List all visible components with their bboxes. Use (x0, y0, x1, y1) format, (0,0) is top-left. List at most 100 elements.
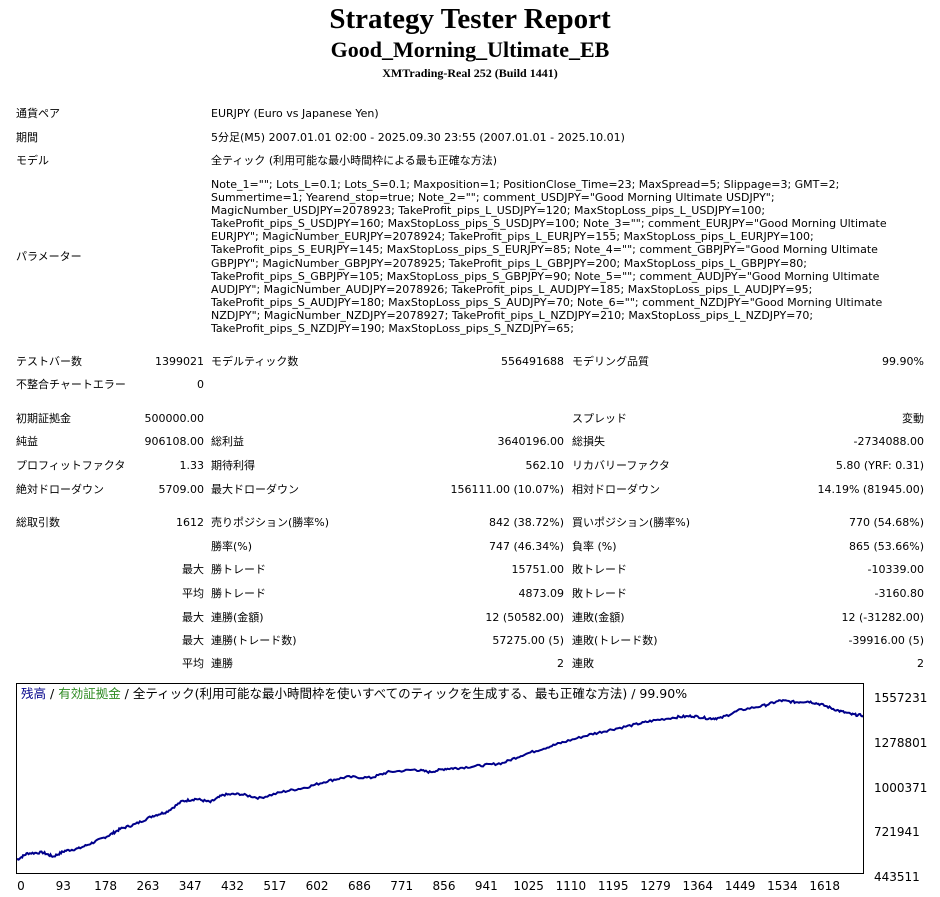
model-value: 全ティック (利用可能な最小時間枠による最も正確な方法) (211, 154, 498, 167)
x-tick-label: 1364 (682, 879, 714, 893)
chart-plot (17, 699, 863, 861)
x-tick-label: 178 (94, 879, 118, 893)
mismatch-label: 不整合チャートエラー (16, 378, 126, 391)
symbol-label: 通貨ペア (16, 107, 60, 120)
recovery-value: 5.80 (YRF: 0.31) (835, 459, 924, 472)
x-tick-label: 517 (263, 879, 287, 893)
x-tick-label: 941 (474, 879, 498, 893)
bars-value: 1399021 (155, 355, 204, 368)
short-label: 売りポジション(勝率%) (211, 516, 330, 529)
deposit-label: 初期証拠金 (16, 412, 71, 425)
x-tick-label: 1025 (513, 879, 544, 893)
cons-cnt-prefix: 最大 (182, 634, 204, 647)
legend-sep-2: / (120, 686, 133, 701)
model-label: モデル (16, 154, 49, 167)
x-tick-label: 93 (55, 879, 71, 893)
quality-label: モデリング品質 (572, 355, 649, 368)
spread-label: スプレッド (572, 412, 627, 425)
max-win-label: 勝トレード (211, 563, 266, 576)
ticks-value: 556491688 (501, 355, 564, 368)
avg-win-label: 勝トレード (211, 587, 266, 600)
period-value: 5分足(M5) 2007.01.01 02:00 - 2025.09.30 23… (211, 131, 625, 144)
max-loss-label: 敗トレード (572, 563, 627, 576)
avg-cons-prefix: 平均 (182, 657, 204, 670)
symbol-value: EURJPY (Euro vs Japanese Yen) (211, 107, 379, 120)
x-tick-label: 1449 (724, 879, 756, 893)
x-tick-label: 347 (178, 879, 202, 893)
ea-name: Good_Morning_Ultimate_EB (330, 37, 610, 62)
x-tick-label: 0 (17, 879, 25, 893)
abs-dd-value: 5709.00 (158, 483, 205, 496)
max-trade-prefix: 最大 (182, 563, 204, 576)
y-tick-label: 1557231 (874, 691, 928, 705)
cons-loss-cnt-value: -39916.00 (5) (848, 634, 924, 647)
avg-trade-prefix: 平均 (182, 587, 204, 600)
short-value: 842 (38.72%) (488, 516, 564, 529)
rel-dd-value: 14.19% (81945.00) (817, 483, 924, 496)
x-tick-label: 263 (136, 879, 160, 893)
trades-value: 1612 (176, 516, 204, 529)
period-label: 期間 (16, 131, 38, 144)
net-label: 純益 (16, 435, 38, 448)
avg-cons-loss-value: 2 (917, 657, 924, 670)
params-label: パラメーター (16, 250, 82, 263)
x-tick-label: 432 (221, 879, 244, 893)
max-loss-value: -10339.00 (867, 563, 924, 576)
gross-profit-label: 総利益 (211, 435, 244, 448)
y-tick-label: 443511 (874, 870, 920, 884)
cons-win-cnt-label: 連勝(トレード数) (211, 634, 297, 647)
long-value: 770 (54.68%) (848, 516, 924, 529)
legend-balance: 残高 (21, 686, 47, 701)
cons-win-amt-value: 12 (50582.00) (485, 611, 564, 624)
x-tick-label: 1618 (809, 879, 840, 893)
quality-value: 99.90% (882, 355, 924, 368)
y-tick-label: 1000371 (874, 781, 928, 795)
mismatch-value: 0 (197, 378, 204, 391)
long-label: 買いポジション(勝率%) (572, 516, 691, 529)
gross-profit-value: 3640196.00 (497, 435, 564, 448)
legend-model: 全ティック(利用可能な最小時間枠を使いすべてのティックを生成する、最も正確な方法… (132, 686, 688, 701)
pf-label: プロフィットファクタ (16, 459, 126, 472)
expected-value: 562.10 (525, 459, 565, 472)
gross-loss-value: -2734088.00 (853, 435, 924, 448)
report-title: Strategy Tester Report (329, 3, 611, 35)
rel-dd-label: 相対ドローダウン (572, 483, 660, 496)
x-tick-label: 856 (432, 879, 456, 893)
chart-frame: 残高 / 有効証拠金 / 全ティック(利用可能な最小時間枠を使いすべてのティック… (16, 683, 864, 874)
winrate-label: 勝率(%) (211, 540, 253, 553)
abs-dd-label: 絶対ドローダウン (16, 483, 104, 496)
x-tick-label: 1279 (640, 879, 671, 893)
lossrate-value: 865 (53.66%) (848, 540, 924, 553)
max-dd-value: 156111.00 (10.07%) (450, 483, 564, 496)
avg-cons-win-value: 2 (557, 657, 564, 670)
avg-win-value: 4873.09 (518, 587, 565, 600)
cons-loss-cnt-label: 連敗(トレード数) (572, 634, 658, 647)
cons-win-cnt-value: 57275.00 (5) (492, 634, 564, 647)
balance-chart: 残高 / 有効証拠金 / 全ティック(利用可能な最小時間枠を使いすべてのティック… (16, 683, 940, 897)
cons-loss-amt-value: 12 (-31282.00) (841, 611, 924, 624)
avg-loss-label: 敗トレード (572, 587, 627, 600)
spread-value: 変動 (902, 412, 924, 425)
x-tick-label: 602 (305, 879, 329, 893)
x-tick-label: 1110 (555, 879, 587, 893)
lossrate-label: 負率 (%) (572, 540, 617, 553)
avg-cons-loss-label: 連敗 (572, 657, 594, 670)
x-tick-label: 1195 (597, 879, 629, 893)
ticks-label: モデルティック数 (211, 355, 299, 368)
net-value: 906108.00 (144, 435, 205, 448)
trades-label: 総取引数 (16, 516, 60, 529)
x-tick-label: 686 (347, 879, 371, 893)
y-tick-label: 1278801 (874, 736, 928, 750)
recovery-label: リカバリーファクタ (572, 459, 670, 472)
legend-sep-1: / (46, 686, 59, 701)
balance-line (17, 699, 863, 861)
server-name: XMTrading-Real 252 (Build 1441) (382, 66, 558, 80)
expected-label: 期待利得 (211, 459, 255, 472)
pf-value: 1.33 (179, 459, 205, 472)
params-value: Note_1=""; Lots_L=0.1; Lots_S=0.1; Maxpo… (211, 178, 887, 336)
y-tick-label: 721941 (874, 825, 920, 839)
legend-equity: 有効証拠金 (58, 686, 121, 701)
cons-win-amt-label: 連勝(金額) (211, 611, 264, 624)
bars-label: テストバー数 (16, 355, 82, 368)
avg-loss-value: -3160.80 (874, 587, 924, 600)
